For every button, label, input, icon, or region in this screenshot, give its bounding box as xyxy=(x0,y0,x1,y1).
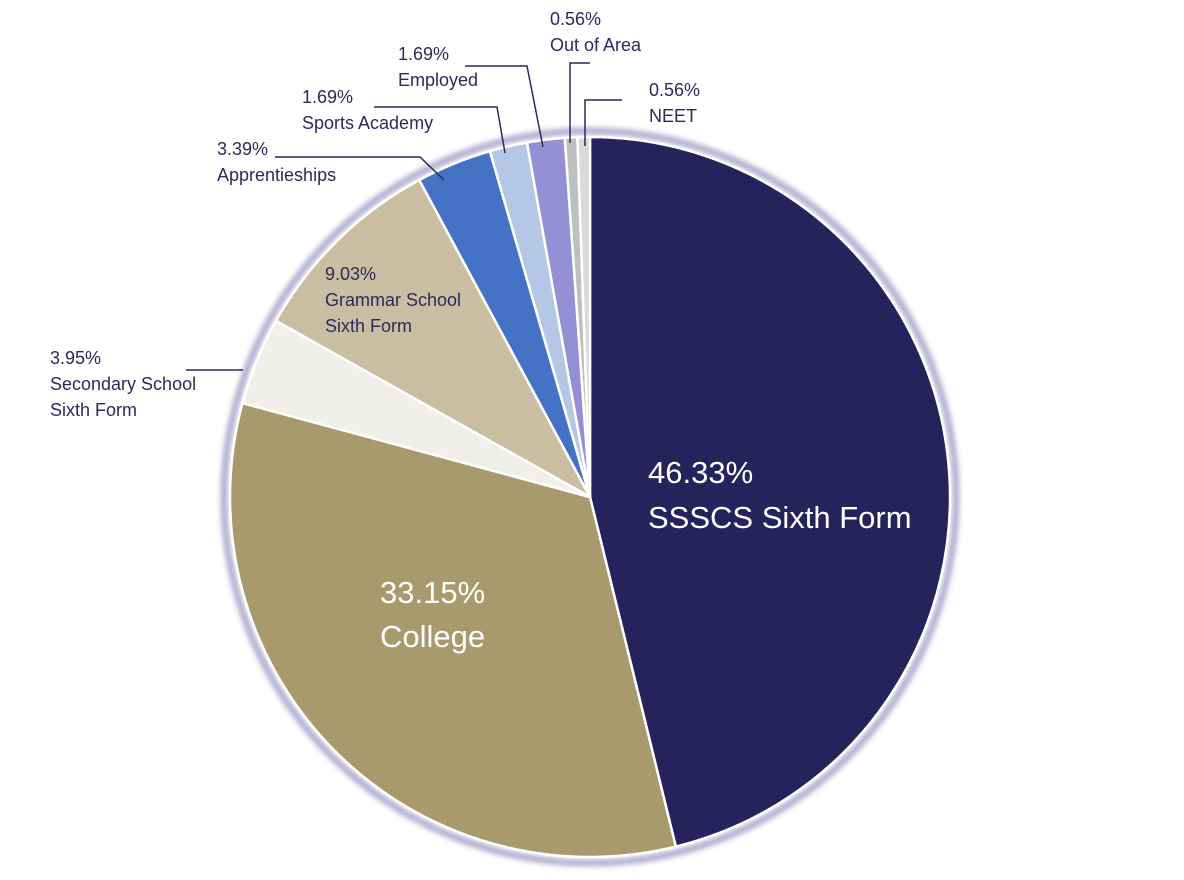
slice-labels: 46.33% SSSCS Sixth Form 33.15% College 3.95%… xyxy=(50,9,912,654)
slice-name-line: Employed xyxy=(398,70,478,90)
pie-slices xyxy=(228,135,952,859)
leader-line-apprentieships xyxy=(275,156,445,181)
slice-name-line: Out of Area xyxy=(550,35,642,55)
slice-percent: 1.69% xyxy=(398,44,449,64)
slice-name-line: Apprentieships xyxy=(217,165,336,185)
leader-line-neet xyxy=(584,99,622,146)
pie-slice-college xyxy=(228,401,678,859)
pie-slice-neet xyxy=(576,135,592,499)
slice-label-employed: 1.69% Employed xyxy=(398,44,478,90)
slice-label-college: 33.15% College xyxy=(380,575,485,654)
slice-name-line: Sixth Form xyxy=(325,316,412,336)
slice-percent: 0.56% xyxy=(550,9,601,29)
slice-percent: 33.15% xyxy=(380,575,485,610)
slice-name-line: Grammar School xyxy=(325,290,461,310)
slice-label-secondary-school-sixth-form: 3.95% Secondary School Sixth Form xyxy=(50,348,196,420)
slice-percent: 1.69% xyxy=(302,87,353,107)
leader-line-employed xyxy=(465,65,544,148)
slice-label-apprentieships: 3.39% Apprentieships xyxy=(217,139,336,185)
slice-percent: 9.03% xyxy=(325,264,376,284)
pie-slice-grammar-school-sixth-form xyxy=(274,178,592,499)
slice-name-line: NEET xyxy=(649,106,697,126)
leader-lines xyxy=(186,62,622,371)
pie-slice-ssscs-sixth-form xyxy=(588,135,952,848)
pie-glow xyxy=(221,128,959,866)
leader-line-out-of-area xyxy=(569,62,590,143)
leader-line-sports-academy xyxy=(374,106,506,154)
slice-percent: 3.39% xyxy=(217,139,268,159)
slice-percent: 3.95% xyxy=(50,348,101,368)
slice-name-line: College xyxy=(380,619,485,654)
slice-name-line: Sixth Form xyxy=(50,400,137,420)
slice-label-grammar-school-sixth-form: 9.03% Grammar School Sixth Form xyxy=(325,264,461,336)
slice-label-sports-academy: 1.69% Sports Academy xyxy=(302,87,433,133)
slice-name-line: Sports Academy xyxy=(302,113,433,133)
slice-percent: 46.33% xyxy=(648,455,753,490)
slice-percent: 0.56% xyxy=(649,80,700,100)
slice-name-line: SSSCS Sixth Form xyxy=(648,500,912,535)
slice-label-neet: 0.56% NEET xyxy=(649,80,700,126)
slice-label-out-of-area: 0.56% Out of Area xyxy=(550,9,642,55)
slice-name-line: Secondary School xyxy=(50,374,196,394)
slice-label-ssscs-sixth-form: 46.33% SSSCS Sixth Form xyxy=(648,455,912,535)
